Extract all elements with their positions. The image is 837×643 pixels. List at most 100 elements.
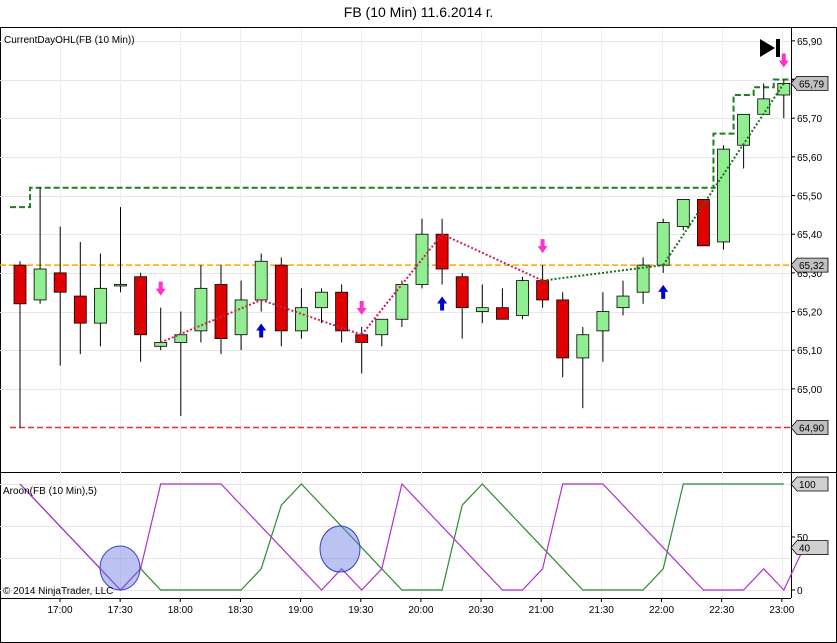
candle xyxy=(375,318,389,347)
time-tick-label: 20:30 xyxy=(469,605,494,616)
time-tick-label: 23:00 xyxy=(769,605,794,616)
candle xyxy=(154,307,168,351)
candle xyxy=(576,327,590,409)
zigzag-lines xyxy=(160,82,785,344)
candle-body xyxy=(475,307,489,312)
time-tick-label: 22:30 xyxy=(709,605,734,616)
candle xyxy=(596,292,610,362)
zigzag-segment xyxy=(360,233,443,336)
candle xyxy=(415,218,429,289)
zigzag-segment xyxy=(542,264,664,282)
candle xyxy=(53,226,67,366)
candle-body xyxy=(616,295,630,309)
aroon-series xyxy=(19,482,805,592)
candle xyxy=(134,272,148,362)
current-day-ohl-label: CurrentDayOHL(FB (10 Min)) xyxy=(4,35,135,46)
price-tick-label: 65,70 xyxy=(797,114,822,125)
candle-body xyxy=(114,284,127,287)
time-tick-label: 22:00 xyxy=(649,605,674,616)
signal-arrows xyxy=(155,53,789,338)
candle xyxy=(234,280,248,351)
candle-body xyxy=(516,280,529,316)
price-markers: 65,79 65,32 64,90 100 40 xyxy=(790,76,829,555)
candle-body xyxy=(495,307,509,320)
candle-body xyxy=(73,295,87,324)
candle xyxy=(737,113,750,169)
aroon-label: Aroon(FB (10 Min),5) xyxy=(3,486,97,497)
time-axis-ticks: 17:00 17:30 18:00 18:30 19:00 19:30 20:00 20:30… xyxy=(47,598,795,616)
arrow-up-icon xyxy=(658,284,669,299)
copyright-text: © 2014 NinjaTrader, LLC xyxy=(3,586,113,597)
candle-body xyxy=(94,287,107,324)
aroon-down-line xyxy=(19,482,805,592)
chart-title: FB (10 Min) 11.6.2014 г. xyxy=(343,4,494,20)
price-tick-label: 65,40 xyxy=(797,230,822,241)
candle xyxy=(194,265,208,343)
arrow-down-icon xyxy=(778,53,789,68)
time-tick-label: 21:00 xyxy=(529,605,554,616)
time-tick-label: 18:00 xyxy=(168,605,193,616)
aroon-marker: 100 xyxy=(790,476,829,492)
time-tick-label: 20:00 xyxy=(408,605,433,616)
time-tick-label: 17:30 xyxy=(108,605,133,616)
candle-body xyxy=(13,264,27,305)
candle xyxy=(697,198,710,247)
price-marker: 65,32 xyxy=(790,257,829,273)
price-marker-box xyxy=(790,420,829,435)
candle-body xyxy=(737,113,750,146)
aroon-up-line xyxy=(19,483,784,591)
candle xyxy=(114,207,127,293)
price-marker-box xyxy=(790,540,829,555)
arrow-up-icon xyxy=(256,323,267,338)
candle xyxy=(174,311,188,416)
candle xyxy=(516,276,529,320)
arrow-up-icon xyxy=(437,296,448,311)
candle-body xyxy=(576,334,590,359)
arrow-down-icon xyxy=(537,239,548,254)
price-tick-label: 65,90 xyxy=(797,37,822,48)
candle xyxy=(495,288,509,320)
price-marker-box xyxy=(790,257,829,273)
candle xyxy=(536,265,549,308)
time-tick-label: 18:30 xyxy=(228,605,253,616)
candle xyxy=(757,83,771,115)
time-tick-label: 19:00 xyxy=(288,605,313,616)
zigzag-segment xyxy=(441,233,544,282)
candle-body xyxy=(777,83,791,96)
zigzag-segment xyxy=(260,298,363,336)
candle xyxy=(214,265,228,355)
candle-body xyxy=(355,334,369,343)
skip-to-end-icon[interactable] xyxy=(760,39,780,57)
candle-body xyxy=(214,284,228,340)
price-tick-label: 65,50 xyxy=(797,192,822,203)
candle-body xyxy=(676,198,690,227)
candle-body xyxy=(536,280,549,301)
candle-body xyxy=(717,148,730,243)
time-tick-label: 21:30 xyxy=(589,605,614,616)
candle xyxy=(274,257,288,347)
price-marker-label: 65,79 xyxy=(799,79,824,90)
candle-body xyxy=(315,291,328,309)
candle-body xyxy=(294,307,308,332)
current-day-ohl-lines xyxy=(0,78,794,429)
candle-body xyxy=(697,198,710,247)
candle-body xyxy=(154,342,168,347)
candle-body xyxy=(435,233,449,270)
arrow-down-icon xyxy=(356,301,367,315)
candle xyxy=(556,292,570,378)
candle-body xyxy=(134,276,148,336)
time-tick-label: 19:30 xyxy=(348,605,373,616)
price-marker-label: 65,32 xyxy=(799,261,824,272)
candle xyxy=(717,145,730,250)
candle xyxy=(94,253,107,347)
arrow-down-icon xyxy=(155,281,166,296)
time-tick-label: 17:00 xyxy=(47,605,72,616)
price-marker-label: 40 xyxy=(799,544,811,555)
candle xyxy=(435,218,449,285)
aroon-tick-label: 0 xyxy=(797,586,803,597)
candle-body xyxy=(455,276,469,309)
candle xyxy=(13,261,27,428)
price-marker: 64,90 xyxy=(790,420,829,435)
price-tick-label: 65,10 xyxy=(797,346,822,357)
